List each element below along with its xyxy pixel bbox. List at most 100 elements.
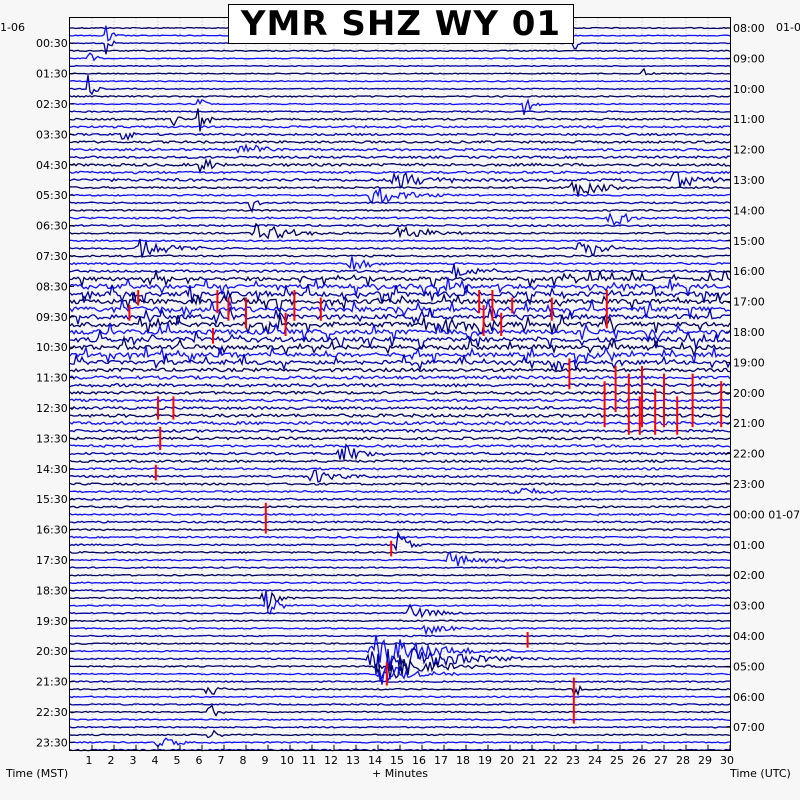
trace-line <box>69 590 731 615</box>
trace-line <box>69 345 731 365</box>
right-time-label: 12:00 <box>733 144 765 157</box>
trace-line <box>69 139 731 144</box>
x-tick-label: 12 <box>324 754 338 767</box>
trace-line <box>69 482 731 486</box>
trace-line <box>69 684 731 697</box>
trace-line <box>69 94 731 98</box>
x-tick-label: 14 <box>368 754 382 767</box>
trace-line <box>69 187 731 205</box>
trace-line <box>70 520 731 524</box>
trace-line <box>69 420 731 426</box>
left-time-label: 23:30 <box>36 736 68 749</box>
trace-line <box>69 680 731 683</box>
trace-line <box>69 624 731 636</box>
x-tick-label: 27 <box>654 754 668 767</box>
trace-line <box>69 505 731 509</box>
x-tick-label: 19 <box>478 754 492 767</box>
trace-line <box>69 729 731 739</box>
trace-line <box>69 413 731 419</box>
trace-line <box>69 367 731 373</box>
left-time-label: 17:30 <box>36 554 68 567</box>
trace-line <box>69 124 731 129</box>
trace-line <box>69 208 731 212</box>
trace-line <box>69 170 731 175</box>
trace-line <box>69 307 731 326</box>
left-time-label: 18:30 <box>36 584 68 597</box>
trace-line <box>69 444 731 448</box>
right-time-label: 03:00 <box>733 600 765 613</box>
trace-line <box>69 603 731 619</box>
x-tick-label: 24 <box>588 754 602 767</box>
trace-line <box>69 398 731 403</box>
right-time-label: 13:00 <box>733 174 765 187</box>
trace-line <box>69 428 731 434</box>
left-time-label: 14:30 <box>36 463 68 476</box>
left-time-label: 00:30 <box>36 37 68 50</box>
trace-line <box>69 737 730 748</box>
x-tick-label: 1 <box>86 754 93 767</box>
right-time-label: 18:00 <box>733 326 765 339</box>
trace-line <box>69 321 731 343</box>
left-time-label: 05:30 <box>36 189 68 202</box>
left-time-label: 07:30 <box>36 250 68 263</box>
trace-line <box>69 283 731 306</box>
trace-line <box>69 573 731 577</box>
left-time-label: 16:30 <box>36 524 68 537</box>
trace-line <box>69 374 731 381</box>
trace-line <box>69 581 731 585</box>
left-time-label: 08:30 <box>36 280 68 293</box>
trace-line <box>69 180 731 197</box>
trace-line <box>69 67 731 76</box>
trace-line <box>69 588 731 592</box>
trace-line <box>69 110 731 114</box>
right-time-label: 11:00 <box>733 113 765 126</box>
left-time-label: 02:30 <box>36 98 68 111</box>
trace-line <box>69 634 731 638</box>
left-time-label: 04:30 <box>36 159 68 172</box>
trace-line <box>69 443 731 461</box>
left-time-label: 12:30 <box>36 402 68 415</box>
trace-line <box>70 718 731 721</box>
right-time-label: 07:00 <box>733 721 765 734</box>
trace-line <box>69 75 731 96</box>
x-tick-label: 15 <box>390 754 404 767</box>
left-time-label: 09:30 <box>36 311 68 324</box>
right-time-label: 23:00 <box>733 478 765 491</box>
right-time-label: 08:00 <box>733 22 765 35</box>
x-tick-label: 25 <box>610 754 624 767</box>
right-time-label: 06:00 <box>733 691 765 704</box>
trace-line <box>69 64 731 68</box>
trace-line <box>69 466 731 471</box>
trace-line <box>69 143 731 154</box>
trace-line <box>69 512 731 517</box>
right-time-label: 14:00 <box>733 204 765 217</box>
right-date-label: 01-0 <box>776 21 800 34</box>
x-tick-label: 23 <box>566 754 580 767</box>
right-time-label: 01:00 <box>733 539 765 552</box>
left-time-label: 19:30 <box>36 615 68 628</box>
left-time-label: 20:30 <box>36 645 68 658</box>
trace-line <box>69 157 731 175</box>
chart-title-box: YMR SHZ WY 01 <box>228 4 574 44</box>
left-time-label: 21:30 <box>36 676 68 689</box>
trace-line <box>69 211 731 227</box>
x-tick-label: 30 <box>720 754 734 767</box>
trace-line <box>70 634 731 666</box>
trace-line <box>69 655 730 680</box>
left-time-label: 22:30 <box>36 706 68 719</box>
right-time-label: 04:00 <box>733 630 765 643</box>
trace-line <box>69 405 731 411</box>
trace-line <box>69 269 731 289</box>
trace-line <box>69 222 731 240</box>
x-tick-label: 22 <box>544 754 558 767</box>
axes: 00:30 01:30 02:30 03:30 04:30 05:30 06:30 07:30… <box>36 22 800 767</box>
x-tick-label: 2 <box>108 754 115 767</box>
trace-line <box>69 436 731 441</box>
x-tick-label: 8 <box>240 754 247 767</box>
trace-line <box>69 276 731 297</box>
trace-line <box>69 550 731 554</box>
trace-line <box>69 49 731 53</box>
left-time-label: 15:30 <box>36 493 68 506</box>
trace-line <box>70 619 730 623</box>
